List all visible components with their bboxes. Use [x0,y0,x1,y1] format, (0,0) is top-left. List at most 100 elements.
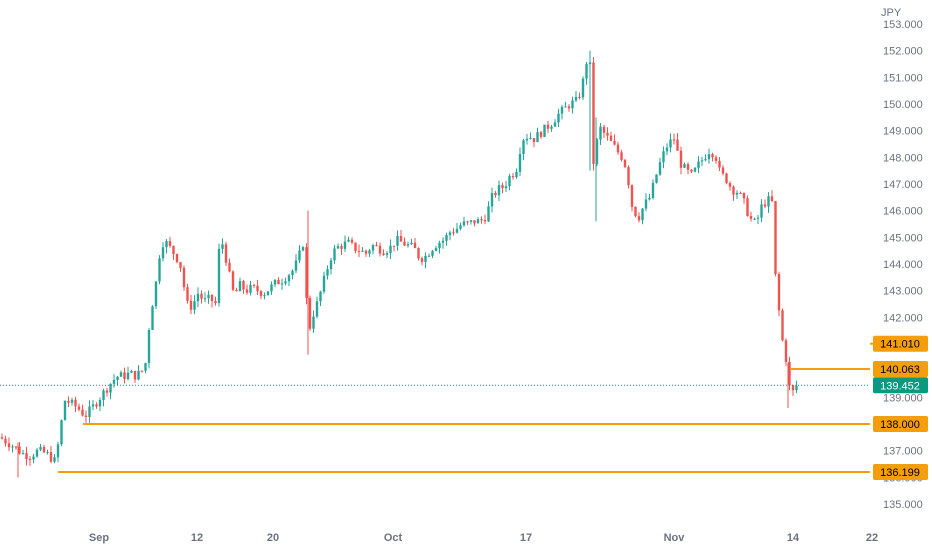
candle-body [462,221,466,226]
current-price-label [873,377,928,394]
candle-body [312,316,315,329]
x-tick-label: 22 [866,532,878,544]
candle-body [161,247,165,259]
candle-body [256,285,259,292]
candle-body [735,192,739,195]
candle-body [560,106,564,114]
levels-layer [0,342,885,474]
candle-body [490,192,494,207]
candle-body [186,287,189,301]
x-tick-label: 17 [520,532,532,544]
candle-body [140,370,144,372]
candle-body [32,456,35,460]
candle-body [109,383,112,393]
candle-body [151,306,154,330]
candle-body [707,154,711,160]
candle-body [655,174,658,183]
candle-body [515,171,518,178]
candle-body [756,217,760,219]
candle-body [721,167,725,174]
candle-body [753,218,756,220]
time-axis[interactable]: Sep 12 20 Oct 17 Nov 14 22 [89,532,878,544]
candle-body [305,247,308,298]
candle-body [165,241,168,248]
candle-body [273,279,277,285]
candle-body [497,185,501,196]
candle-body [172,245,175,254]
candle-body [774,201,777,275]
candle-body [749,216,753,219]
candle-body [245,289,249,293]
candle-body [602,126,606,133]
candle-body [466,221,469,223]
candle-body [319,291,322,302]
candle-body [298,250,301,261]
candle-body [599,126,602,140]
candle-body [452,232,455,234]
level-price-label [873,416,928,432]
candle-body [263,295,266,297]
y-tick-label: 151.000 [883,72,923,84]
candle-body [144,363,147,371]
candle-body [231,271,235,290]
candle-body [368,250,371,254]
candle-body [728,183,732,187]
candle-body [641,208,644,221]
candle-body [417,248,420,259]
candle-body [217,248,221,304]
x-tick-label: Oct [384,532,403,544]
candle-body [389,245,392,254]
candle-body [623,159,627,168]
candle-body [329,260,333,270]
candle-body [354,242,357,252]
candle-body [445,235,448,241]
candle-body [469,220,473,222]
candle-body [672,139,676,141]
candle-body [228,262,231,272]
candle-body [665,147,669,152]
candle-body [725,173,728,184]
candle-body [175,253,179,263]
level-price-label [873,464,928,481]
candle-body [420,258,424,262]
candle-body [224,244,228,263]
candle-body [147,329,151,364]
candle-body [494,192,497,196]
price-axis[interactable]: JPY 135.000136.000137.000138.000139.0001… [881,7,923,511]
candle-body [480,219,483,221]
candle-body [564,106,567,108]
candle-body [693,167,697,172]
candle-body [95,404,98,407]
candle-body [385,253,389,256]
candle-body [483,220,487,222]
candle-body [784,340,788,363]
y-tick-label: 146.000 [883,206,923,218]
candle-body [336,246,340,249]
candle-body [438,242,441,249]
candle-body [788,362,791,386]
candle-body [739,192,742,194]
candle-body [340,246,343,249]
candle-body [21,453,25,455]
candle-body [371,245,375,251]
candle-body [322,275,326,292]
candle-body [210,294,214,302]
y-tick-label: 152.000 [883,46,923,58]
candle-body [53,457,56,462]
candle-body [18,446,21,454]
candle-body [637,216,641,221]
candle-body [529,138,532,140]
y-tick-label: 142.000 [883,312,923,324]
candle-body [620,152,623,160]
candle-body [357,251,361,253]
candle-body [501,185,504,189]
candle-body [669,139,672,148]
level-price-text: 136.199 [880,467,920,479]
candle-body [375,245,378,247]
candle-body [557,113,560,123]
candle-body [252,284,256,286]
candle-body [539,132,543,137]
candle-body [179,262,182,268]
candle-body [627,167,630,186]
